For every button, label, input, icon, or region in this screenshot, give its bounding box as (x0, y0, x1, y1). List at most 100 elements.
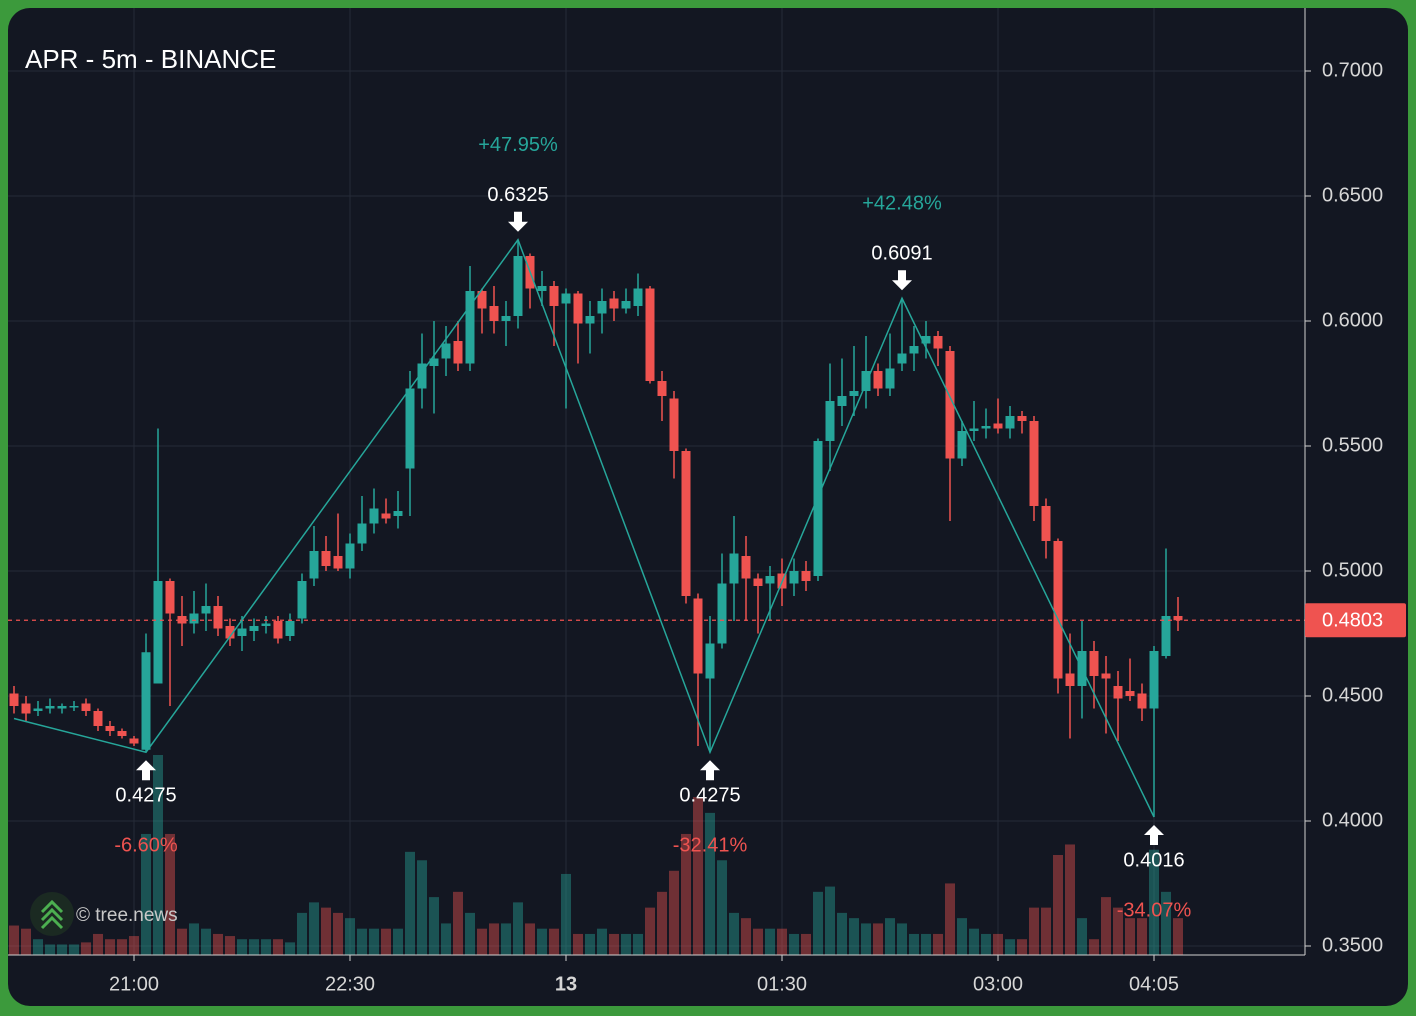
volume-bar (1053, 855, 1063, 955)
volume-bar (1065, 844, 1075, 955)
volume-bar (117, 939, 127, 955)
volume-bar (429, 897, 439, 955)
y-tick-label: 0.5000 (1322, 559, 1383, 581)
y-tick-label: 0.3500 (1322, 934, 1383, 956)
candle-body (549, 286, 559, 306)
volume-bar (1161, 891, 1171, 955)
candle-body (321, 551, 331, 566)
volume-bar (1089, 939, 1099, 955)
candle-body (993, 423, 1003, 429)
volume-bar (933, 933, 943, 955)
volume-bar (201, 928, 211, 955)
candle-body (1173, 616, 1183, 621)
volume-bar (345, 918, 355, 955)
volume-bar (153, 755, 163, 955)
candle-body (837, 396, 847, 406)
volume-bar (777, 928, 787, 955)
volume-bar (417, 860, 427, 955)
volume-bar (585, 933, 595, 955)
candle-body (693, 598, 703, 674)
candle-body (93, 711, 103, 726)
candle-body (201, 606, 211, 614)
candle-body (729, 553, 739, 584)
candle-body (393, 511, 403, 516)
candle-body (489, 306, 499, 321)
volume-bar (21, 928, 31, 955)
candle-body (297, 581, 307, 619)
pivot-label: 0.4275 (679, 785, 740, 807)
volume-bar (81, 942, 91, 955)
candle-body (81, 703, 91, 711)
volume-bar (729, 912, 739, 955)
panel (8, 8, 1408, 1006)
candle-body (1005, 416, 1015, 429)
volume-bar (873, 923, 883, 955)
volume-bar (537, 928, 547, 955)
candle-body (537, 286, 547, 291)
candle-body (357, 523, 367, 544)
candle-body (789, 571, 799, 584)
chart-title: APR - 5m - BINANCE (25, 44, 276, 74)
volume-bar (249, 939, 259, 955)
volume-bar (981, 933, 991, 955)
pivot-arrow (136, 760, 156, 781)
candle-body (765, 576, 775, 584)
candle-body (453, 341, 463, 364)
pivot-change: +47.95% (478, 134, 558, 156)
volume-bar (45, 944, 55, 955)
candle-body (1101, 673, 1111, 679)
candle-body (213, 606, 223, 629)
volume-bar (465, 912, 475, 955)
x-tick-label: 01:30 (757, 973, 807, 995)
volume-bar (69, 944, 79, 955)
candle-body (33, 708, 43, 711)
candle-body (513, 256, 523, 316)
pivot-change: -32.41% (673, 835, 748, 857)
candle-body (1125, 691, 1135, 696)
y-tick-label: 0.4000 (1322, 809, 1383, 831)
volume-bar (957, 918, 967, 955)
candle-body (753, 578, 763, 586)
volume-bar (105, 939, 115, 955)
zigzag-line (13, 238, 1155, 818)
candle-body (561, 293, 571, 304)
volume-bar (573, 933, 583, 955)
volume-bar (309, 902, 319, 955)
volume-bar (489, 923, 499, 955)
y-tick-label: 0.5500 (1322, 434, 1383, 456)
volume-bar (213, 933, 223, 955)
volume-bar (57, 944, 67, 955)
candle-body (1029, 421, 1039, 506)
volume-bar (669, 870, 679, 955)
candle-body (477, 291, 487, 309)
y-tick-label: 0.6000 (1322, 309, 1383, 331)
candle-body (801, 571, 811, 581)
volume-bar (633, 933, 643, 955)
volume-bar (177, 928, 187, 955)
candle-body (417, 363, 427, 389)
volume-bar (1173, 918, 1183, 955)
candle-body (249, 626, 259, 631)
pivot-change: -6.60% (114, 835, 178, 857)
volume-bar (321, 907, 331, 955)
volume-bar (993, 933, 1003, 955)
candle-body (261, 623, 271, 626)
candle-body (189, 613, 199, 624)
candle-body (741, 556, 751, 579)
candle-body (681, 451, 691, 596)
candle-body (1089, 651, 1099, 676)
candle-body (621, 301, 631, 309)
volume-bar (393, 928, 403, 955)
pivot-arrow (1144, 825, 1164, 845)
volume-bar (657, 891, 667, 955)
volume-bar (705, 812, 715, 955)
candle-body (849, 391, 859, 396)
volume-bar (753, 928, 763, 955)
candle-body (921, 336, 931, 344)
volume-bar (1101, 897, 1111, 955)
volume-bar (921, 933, 931, 955)
volume-bar (717, 860, 727, 955)
x-tick-label: 13 (555, 973, 577, 995)
x-tick-label: 03:00 (973, 973, 1023, 995)
